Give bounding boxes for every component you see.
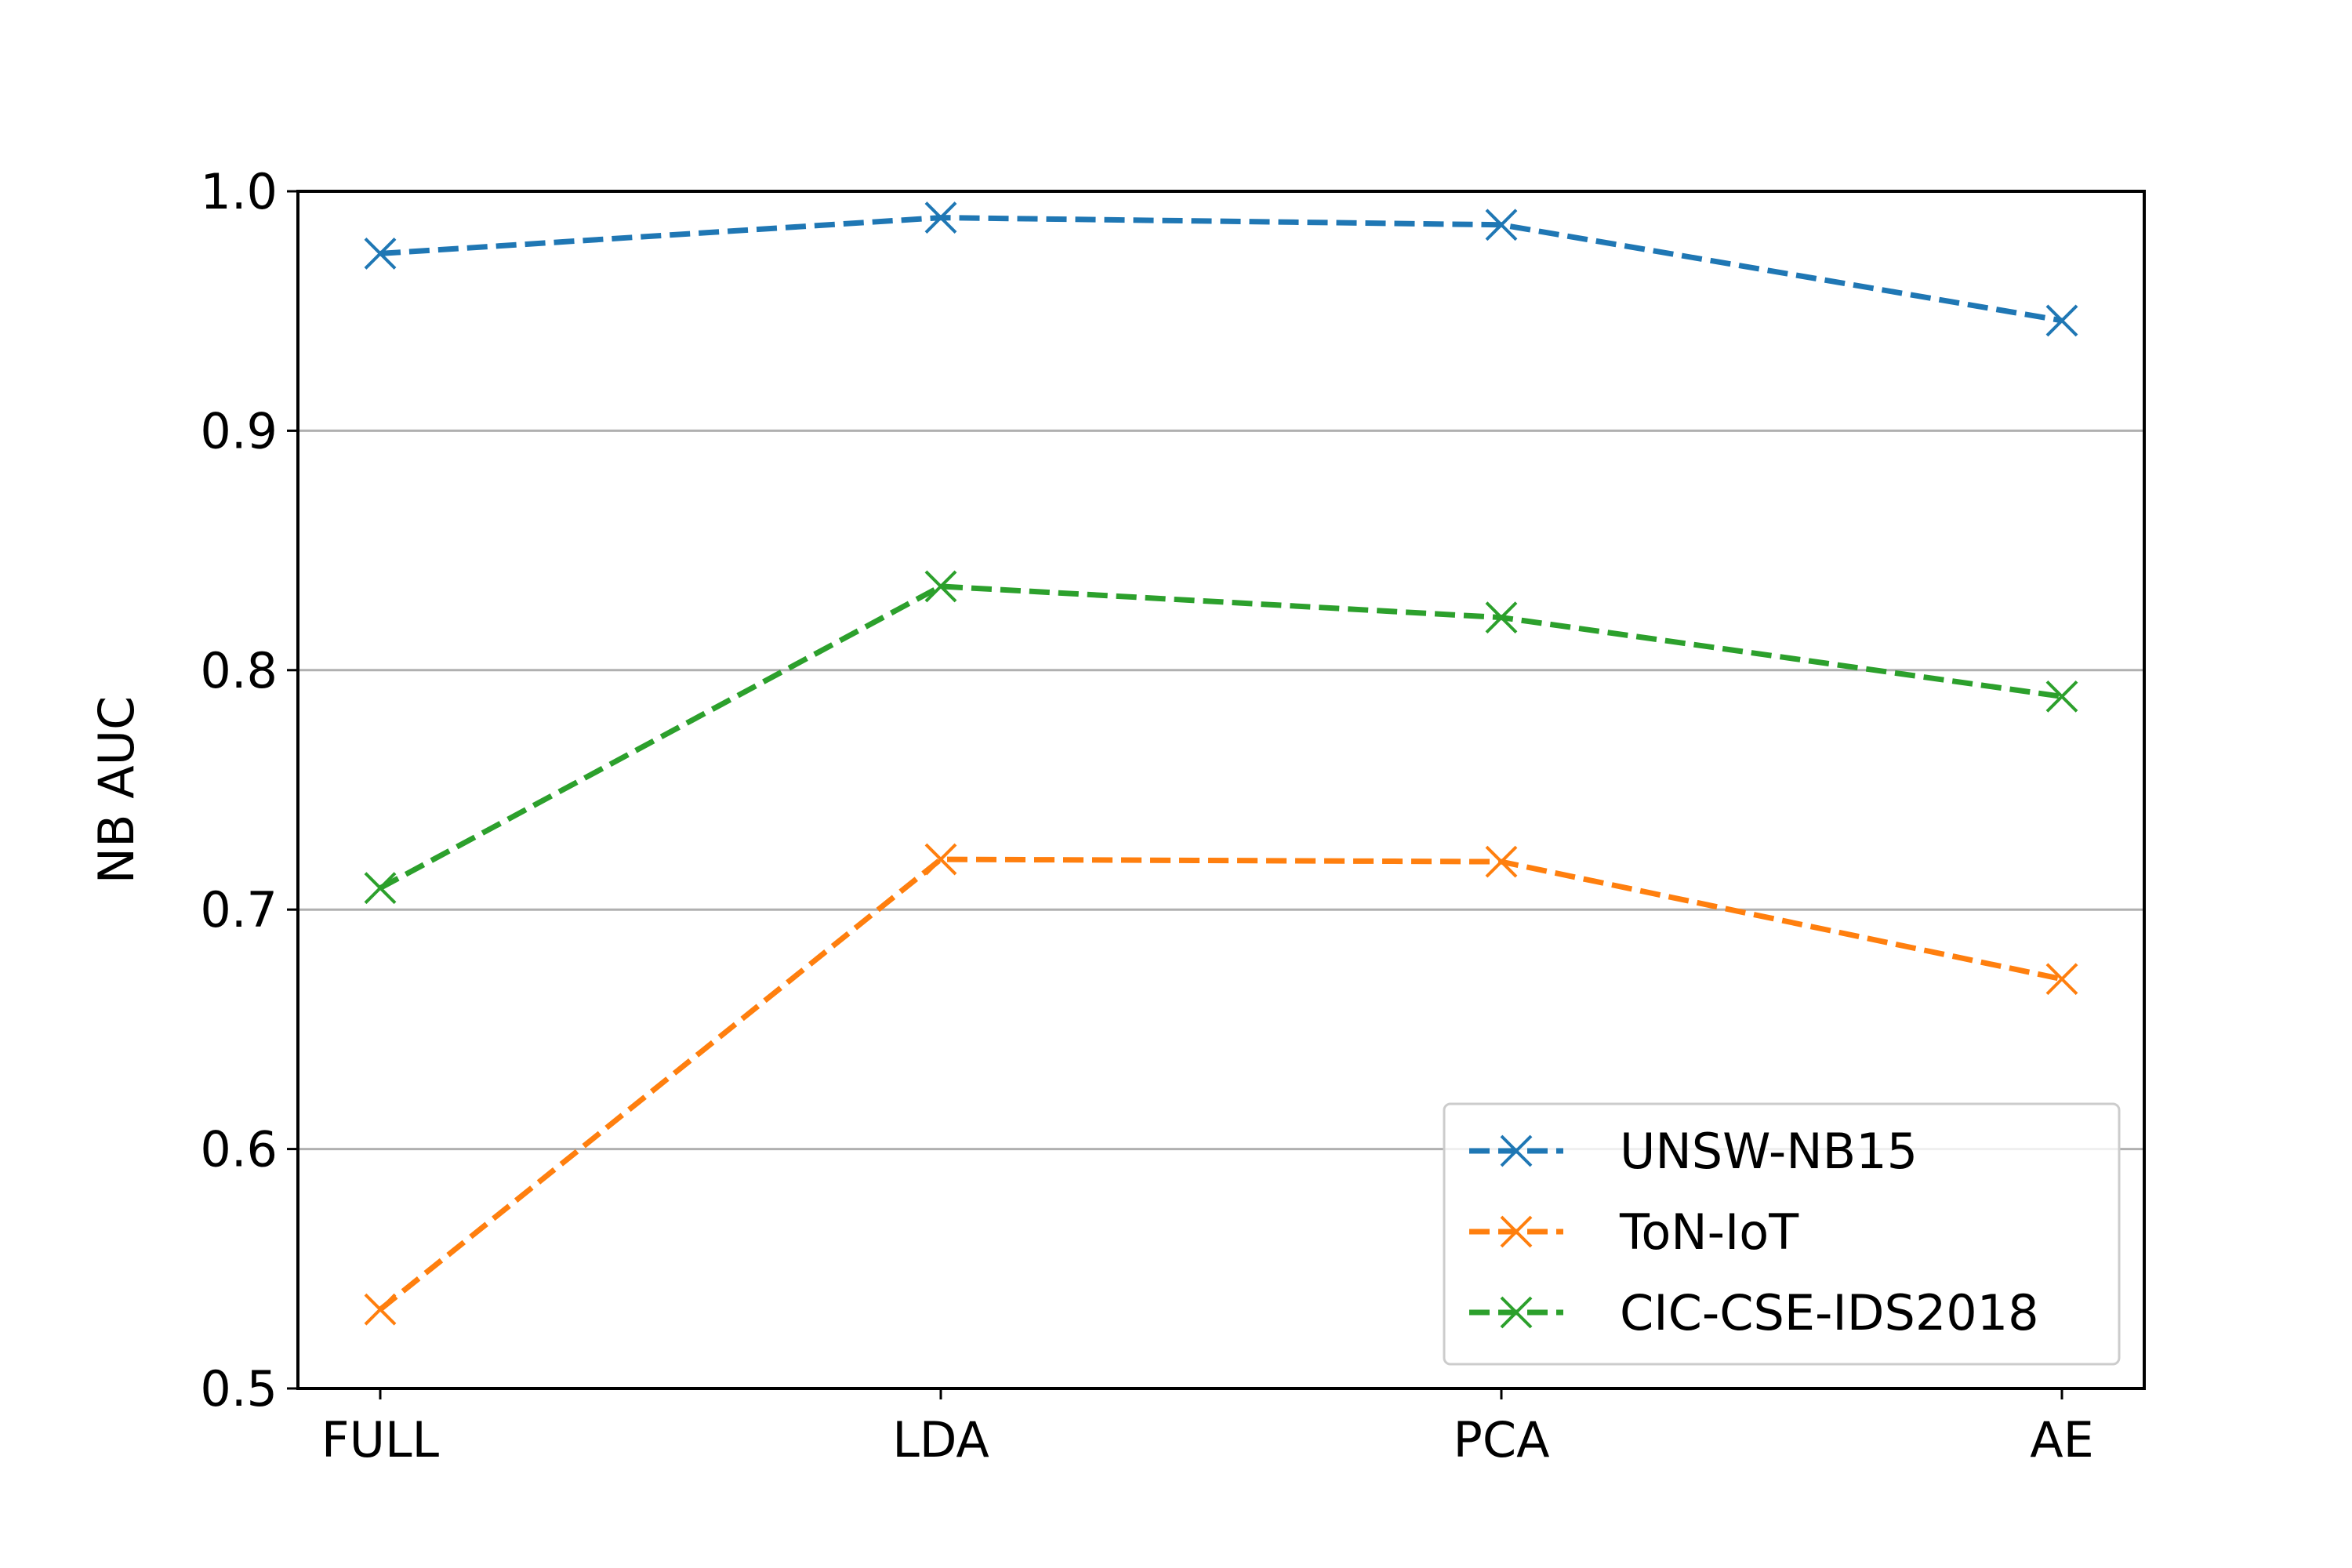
data-point xyxy=(364,237,397,270)
series-line xyxy=(379,583,2063,891)
axis-ticks: 0.5 0.6 0.7 0.8 0.9 1.0 FULL LDA PCA AE xyxy=(200,163,2093,1468)
y-tick-label: 1.0 xyxy=(200,163,278,220)
y-tick-label: 0.5 xyxy=(200,1360,278,1417)
legend-label: ToN-IoT xyxy=(1619,1203,1799,1261)
legend-item: ToN-IoT xyxy=(1469,1203,1799,1261)
y-tick-label: 0.9 xyxy=(200,402,278,459)
data-point xyxy=(1485,209,1518,241)
y-axis-label: NB AUC xyxy=(88,696,145,884)
plot-frame xyxy=(296,190,2146,1390)
series-line xyxy=(379,215,2063,324)
data-point xyxy=(2045,304,2078,337)
data-point xyxy=(364,1293,397,1326)
legend-label: CIC-CSE-IDS2018 xyxy=(1620,1284,2039,1341)
data-point xyxy=(924,843,957,876)
y-tick-label: 0.8 xyxy=(200,642,278,699)
legend-marker xyxy=(1500,1296,1533,1329)
data-point xyxy=(364,872,397,905)
legend-marker xyxy=(1500,1134,1533,1167)
x-tick-label: AE xyxy=(2030,1411,2094,1468)
data-point xyxy=(924,201,957,234)
series-layer xyxy=(364,201,2078,1326)
legend: UNSW-NB15 ToN-IoT CIC-CSE-IDS2018 xyxy=(1443,1102,2121,1366)
series-line xyxy=(378,856,2063,1312)
data-point xyxy=(2045,963,2078,996)
series-2 xyxy=(364,570,2078,905)
series-1 xyxy=(364,843,2078,1326)
legend-marker xyxy=(1500,1215,1533,1248)
data-point xyxy=(1485,845,1518,878)
data-point xyxy=(2045,680,2078,713)
y-tick-label: 0.6 xyxy=(200,1121,278,1178)
legend-item: CIC-CSE-IDS2018 xyxy=(1469,1284,2039,1341)
data-point xyxy=(1485,601,1518,634)
legend-item: UNSW-NB15 xyxy=(1469,1123,1918,1180)
x-tick-label: LDA xyxy=(892,1411,989,1468)
legend-label: UNSW-NB15 xyxy=(1620,1123,1918,1180)
legend-box xyxy=(1443,1102,2121,1366)
data-point xyxy=(924,570,957,603)
x-tick-label: FULL xyxy=(321,1411,440,1468)
series-0 xyxy=(364,201,2078,337)
grid-lines xyxy=(298,429,2144,1151)
x-tick-label: PCA xyxy=(1453,1411,1549,1468)
y-tick-label: 0.7 xyxy=(200,881,278,938)
